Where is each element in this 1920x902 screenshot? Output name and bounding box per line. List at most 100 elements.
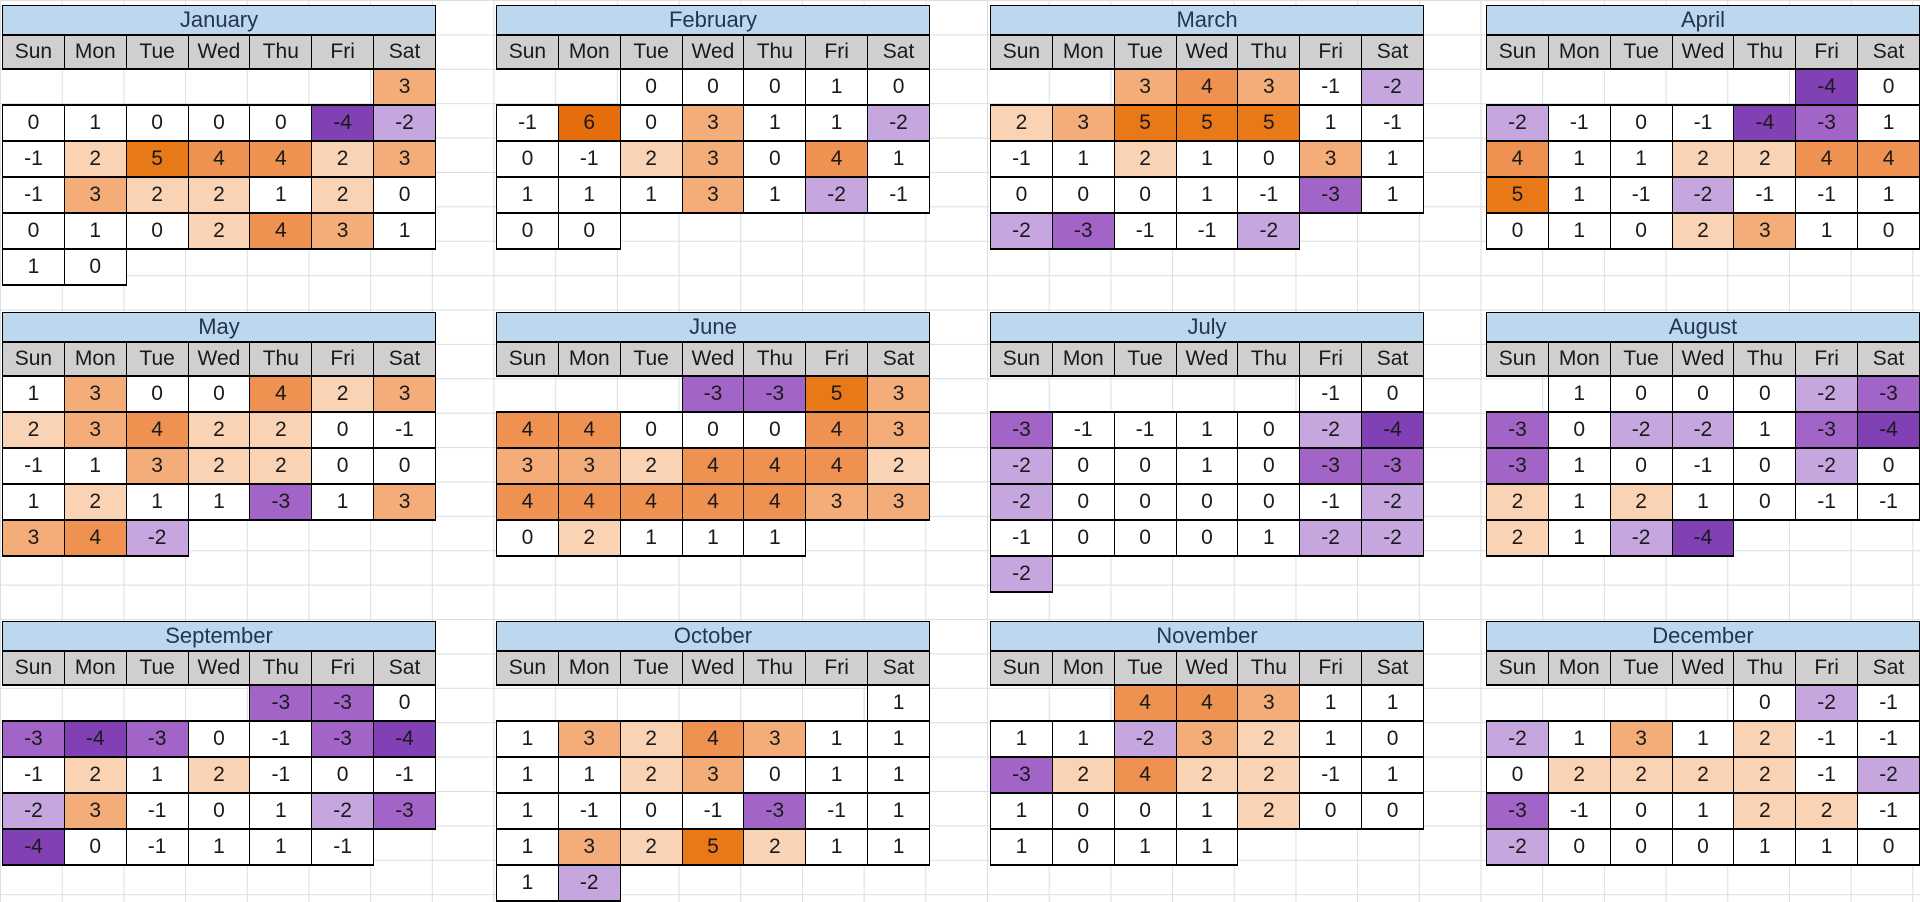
calendar-cell[interactable]: 0	[1486, 212, 1549, 250]
calendar-cell[interactable]: 1	[1547, 375, 1611, 413]
calendar-cell[interactable]: -2	[1361, 483, 1424, 521]
calendar-cell[interactable]: 0	[1609, 792, 1673, 830]
calendar-cell[interactable]: 0	[1237, 411, 1301, 449]
calendar-cell[interactable]: -4	[311, 104, 375, 142]
calendar-cell[interactable]: 3	[373, 375, 436, 413]
calendar-cell[interactable]: 2	[249, 447, 313, 485]
calendar-cell[interactable]: 1	[867, 684, 930, 722]
calendar-cell[interactable]: 4	[805, 447, 869, 485]
calendar-cell[interactable]: 0	[1547, 411, 1611, 449]
calendar-cell[interactable]: 1	[1547, 519, 1611, 557]
calendar-cell[interactable]: 2	[990, 104, 1053, 142]
calendar-cell[interactable]: -2	[1237, 212, 1301, 250]
calendar-cell[interactable]: 2	[1733, 792, 1797, 830]
calendar-cell[interactable]: 2	[1671, 756, 1735, 794]
calendar-cell[interactable]: 2	[1733, 756, 1797, 794]
calendar-cell[interactable]: 3	[557, 720, 621, 758]
calendar-cell[interactable]: -2	[311, 792, 375, 830]
calendar-cell[interactable]: 0	[619, 68, 683, 106]
calendar-cell[interactable]: 3	[1113, 68, 1177, 106]
calendar-cell[interactable]: -3	[743, 792, 807, 830]
calendar-cell[interactable]: -1	[1113, 212, 1177, 250]
calendar-cell[interactable]: -4	[1857, 411, 1920, 449]
calendar-cell[interactable]: 3	[743, 720, 807, 758]
calendar-cell[interactable]: 2	[187, 756, 251, 794]
calendar-cell[interactable]: 2	[1051, 756, 1115, 794]
calendar-cell[interactable]: -2	[1486, 104, 1549, 142]
calendar-cell[interactable]: 3	[311, 212, 375, 250]
calendar-cell[interactable]: -1	[1299, 375, 1363, 413]
calendar-cell[interactable]: 2	[187, 212, 251, 250]
calendar-cell[interactable]: -3	[1857, 375, 1920, 413]
calendar-cell[interactable]: 4	[743, 447, 807, 485]
calendar-cell[interactable]: -1	[1361, 104, 1424, 142]
calendar-cell[interactable]: 4	[1175, 68, 1239, 106]
calendar-cell[interactable]: -1	[1795, 483, 1859, 521]
calendar-cell[interactable]: 1	[805, 756, 869, 794]
calendar-cell[interactable]: 3	[681, 756, 745, 794]
calendar-cell[interactable]: 1	[1361, 176, 1424, 214]
calendar-cell[interactable]: 1	[867, 756, 930, 794]
calendar-cell[interactable]: 0	[1051, 176, 1115, 214]
calendar-cell[interactable]: 2	[1547, 756, 1611, 794]
calendar-cell[interactable]: -1	[805, 792, 869, 830]
calendar-cell[interactable]: -3	[1051, 212, 1115, 250]
calendar-cell[interactable]: 2	[1795, 792, 1859, 830]
calendar-cell[interactable]: 4	[496, 411, 559, 449]
calendar-cell[interactable]: -1	[1547, 792, 1611, 830]
calendar-cell[interactable]: 1	[496, 792, 559, 830]
calendar-cell[interactable]: -4	[1795, 68, 1859, 106]
calendar-cell[interactable]: 2	[1733, 720, 1797, 758]
calendar-cell[interactable]: 0	[1733, 684, 1797, 722]
calendar-cell[interactable]: 1	[1547, 140, 1611, 178]
calendar-cell[interactable]: 0	[187, 792, 251, 830]
calendar-cell[interactable]: -4	[1361, 411, 1424, 449]
calendar-cell[interactable]: 2	[311, 375, 375, 413]
calendar-cell[interactable]: -1	[2, 447, 65, 485]
calendar-cell[interactable]: 1	[557, 756, 621, 794]
calendar-cell[interactable]: 1	[619, 176, 683, 214]
calendar-cell[interactable]: 0	[1857, 212, 1920, 250]
calendar-cell[interactable]: 1	[805, 104, 869, 142]
calendar-cell[interactable]: 1	[187, 828, 251, 866]
calendar-cell[interactable]: 2	[619, 720, 683, 758]
calendar-cell[interactable]: 2	[1237, 720, 1301, 758]
calendar-cell[interactable]: -1	[1733, 176, 1797, 214]
calendar-cell[interactable]: -2	[1113, 720, 1177, 758]
calendar-cell[interactable]: 1	[249, 176, 313, 214]
calendar-cell[interactable]: -2	[2, 792, 65, 830]
calendar-cell[interactable]: 1	[373, 212, 436, 250]
calendar-cell[interactable]: 3	[373, 483, 436, 521]
calendar-cell[interactable]: 0	[1733, 447, 1797, 485]
calendar-cell[interactable]: -2	[1299, 519, 1363, 557]
calendar-cell[interactable]: 2	[1671, 140, 1735, 178]
calendar-cell[interactable]: 0	[743, 411, 807, 449]
calendar-cell[interactable]: -3	[249, 684, 313, 722]
calendar-cell[interactable]: 2	[125, 176, 189, 214]
calendar-cell[interactable]: -2	[1361, 519, 1424, 557]
calendar-cell[interactable]: 0	[1361, 375, 1424, 413]
calendar-cell[interactable]: 3	[63, 411, 127, 449]
calendar-cell[interactable]: -1	[496, 104, 559, 142]
calendar-cell[interactable]: 5	[1175, 104, 1239, 142]
calendar-cell[interactable]: 3	[373, 68, 436, 106]
calendar-cell[interactable]: 0	[1609, 828, 1673, 866]
calendar-cell[interactable]: 1	[1547, 212, 1611, 250]
calendar-cell[interactable]: -3	[373, 792, 436, 830]
calendar-cell[interactable]: 2	[1486, 519, 1549, 557]
calendar-cell[interactable]: 5	[125, 140, 189, 178]
calendar-cell[interactable]: 2	[187, 411, 251, 449]
calendar-cell[interactable]: 2	[1671, 212, 1735, 250]
calendar-cell[interactable]: 0	[1671, 375, 1735, 413]
calendar-cell[interactable]: -2	[867, 104, 930, 142]
calendar-cell[interactable]: 0	[2, 212, 65, 250]
calendar-cell[interactable]: 0	[1113, 176, 1177, 214]
calendar-cell[interactable]: 2	[1113, 140, 1177, 178]
calendar-cell[interactable]: 1	[619, 519, 683, 557]
calendar-cell[interactable]: 4	[1113, 684, 1177, 722]
calendar-cell[interactable]: 1	[1857, 104, 1920, 142]
calendar-cell[interactable]: -2	[1361, 68, 1424, 106]
calendar-cell[interactable]: 0	[681, 411, 745, 449]
calendar-cell[interactable]: 1	[1361, 140, 1424, 178]
calendar-cell[interactable]: -1	[249, 756, 313, 794]
